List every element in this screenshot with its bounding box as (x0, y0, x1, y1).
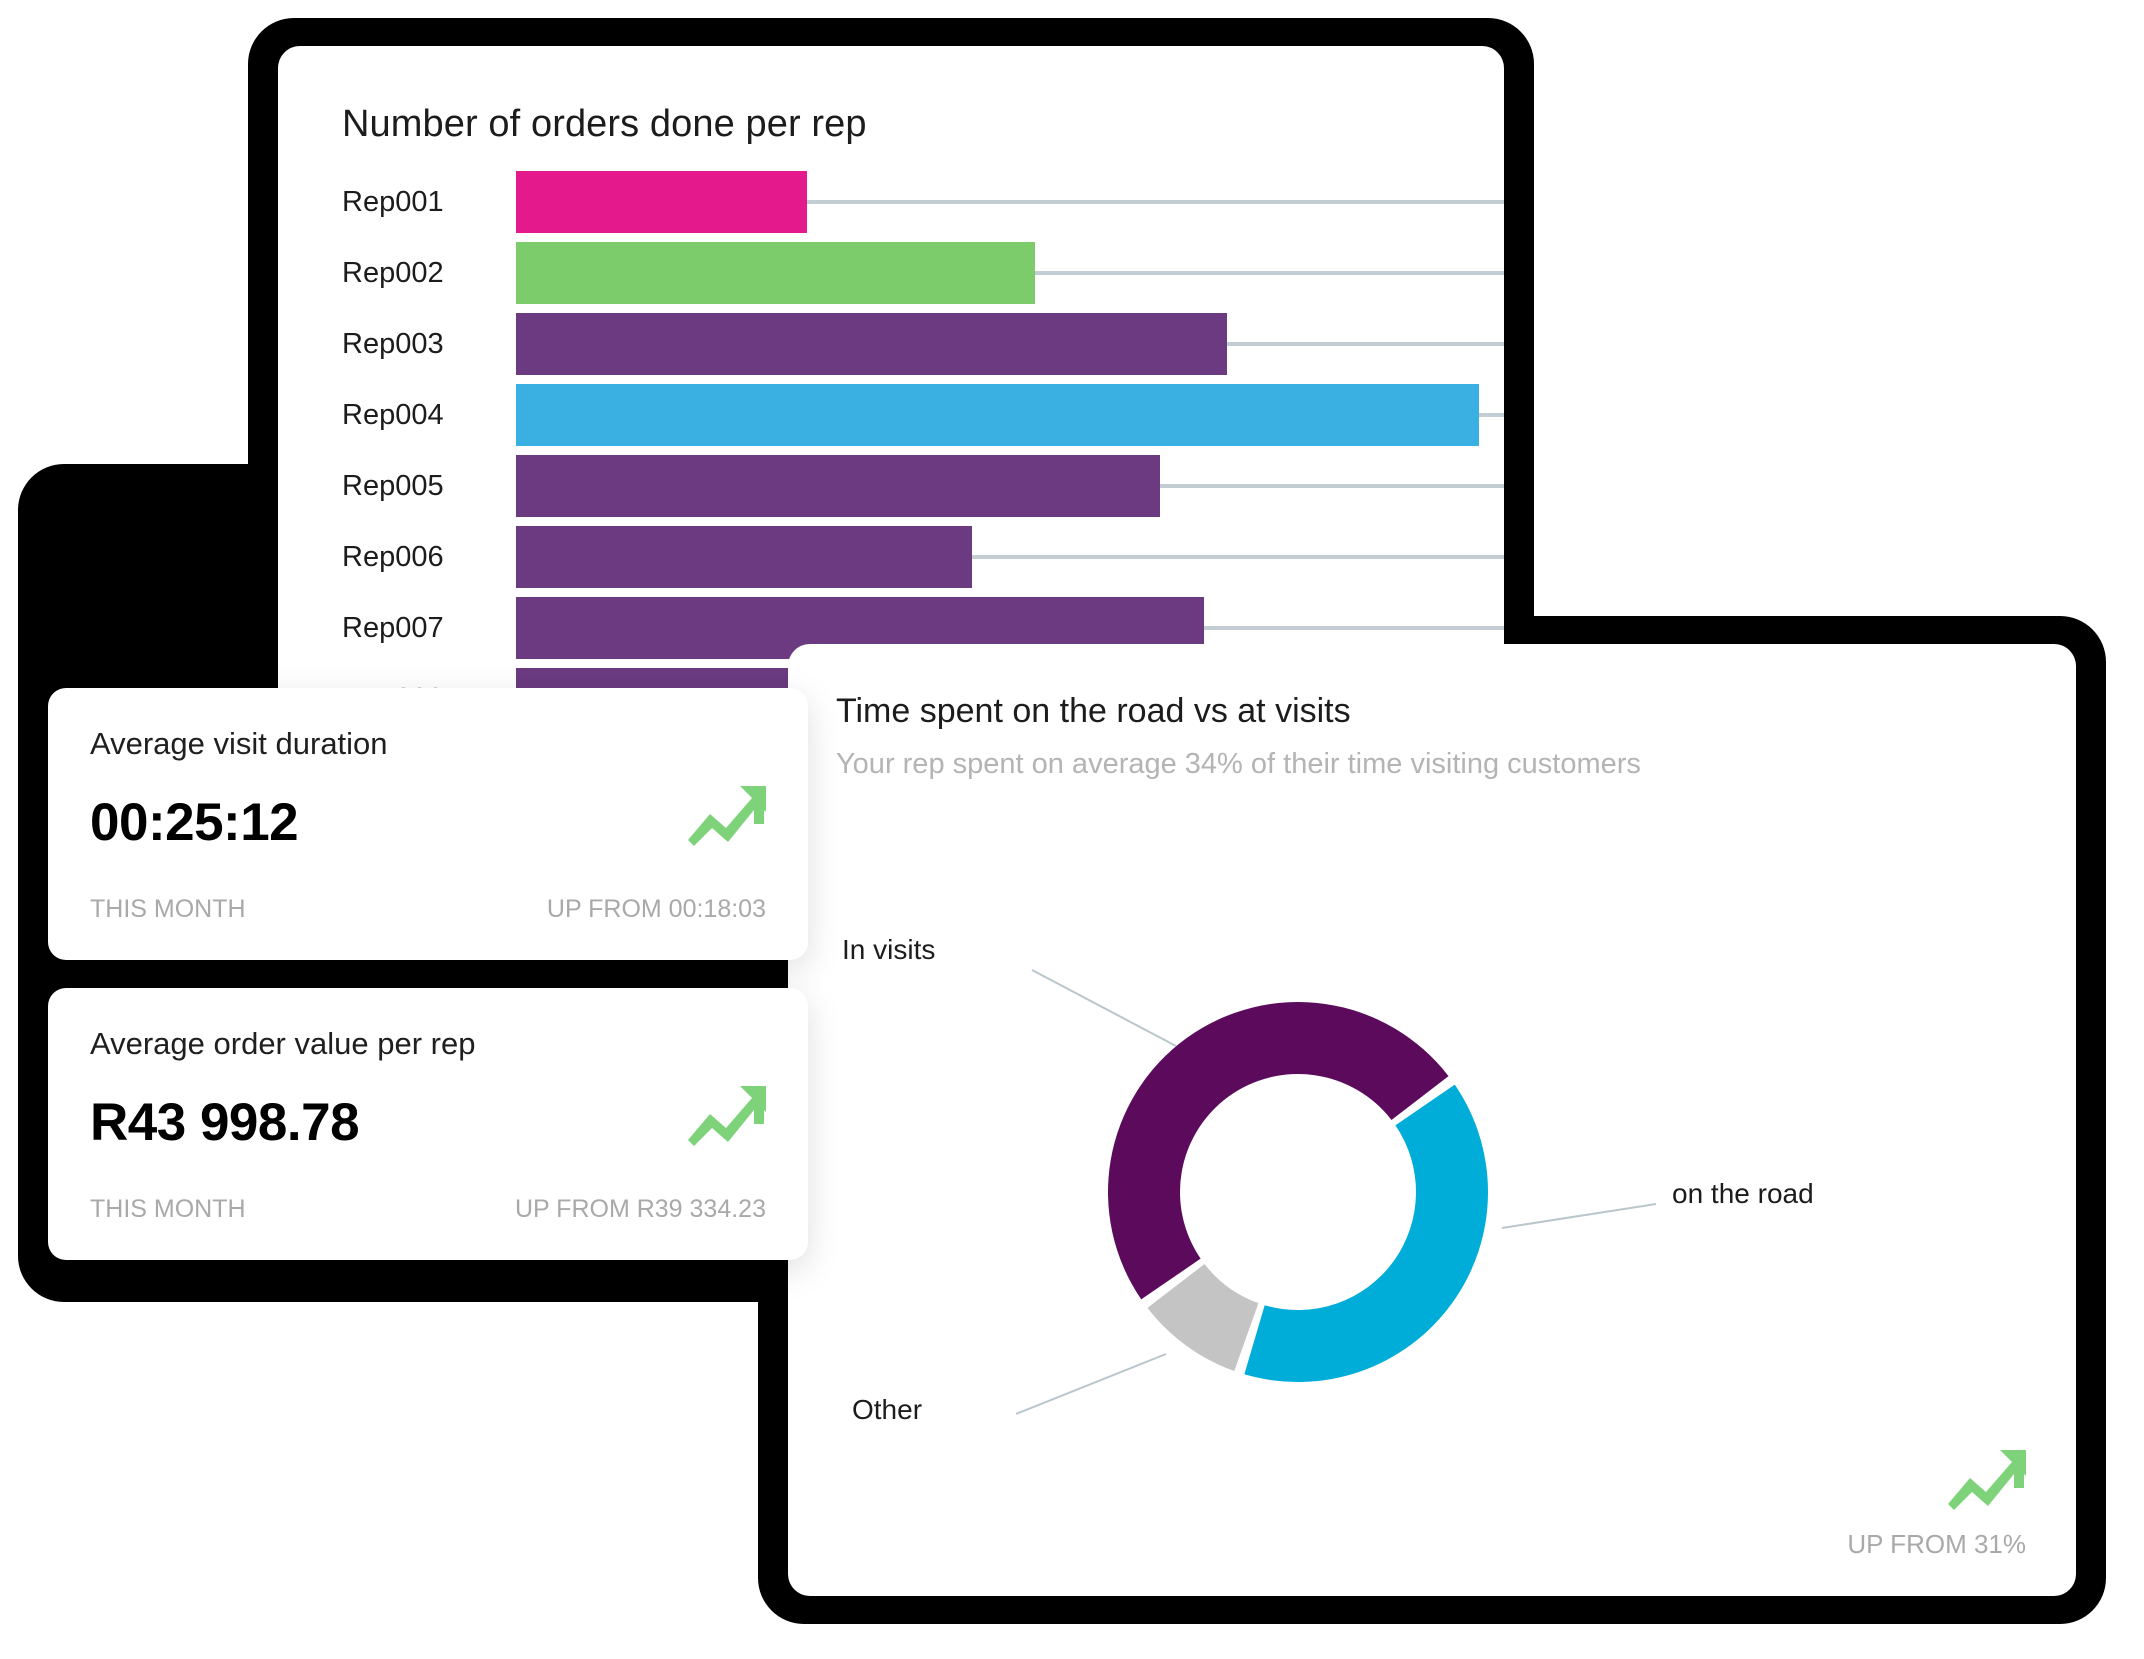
donut-subtitle: Your rep spent on average 34% of their t… (836, 748, 1641, 780)
bar-category-label: Rep007 (342, 612, 444, 644)
bar-category-label: Rep001 (342, 186, 444, 218)
trend-up-icon (688, 784, 768, 846)
bar-rep002[interactable] (516, 242, 1035, 304)
donut-slice-in-visits[interactable] (1107, 1001, 1449, 1300)
kpi-card-average-visit-duration[interactable]: Average visit duration 00:25:12 THIS MON… (48, 688, 808, 960)
donut-leader-line (1015, 1353, 1167, 1415)
kpi-period: THIS MONTH (90, 1195, 246, 1223)
bar-plot-area: Rep001 Rep002 Rep003 Rep004 Rep005 Rep006 Rep0… (342, 171, 1504, 818)
donut-delta: UP FROM 31% (1847, 1529, 2026, 1559)
bar-category-label: Rep003 (342, 328, 444, 360)
bar-rep001[interactable] (516, 171, 807, 233)
trend-up-icon (688, 1084, 768, 1146)
donut-slice-other[interactable] (1147, 1263, 1259, 1371)
bar-row: Rep002 (342, 242, 1504, 304)
donut-leader-line (1501, 1203, 1657, 1229)
trend-up-icon (1948, 1448, 2028, 1510)
bar-row: Rep005 (342, 455, 1504, 517)
bar-rep006[interactable] (516, 526, 972, 588)
bar-row: Rep004 (342, 384, 1504, 446)
bar-category-label: Rep005 (342, 470, 444, 502)
kpi-delta: UP FROM 00:18:03 (546, 895, 766, 923)
bar-rep004[interactable] (516, 384, 1479, 446)
bar-track (516, 555, 1504, 559)
bar-rep005[interactable] (516, 455, 1161, 517)
donut-svg (1015, 969, 1657, 1415)
kpi-value: R43 998.78 (90, 1093, 360, 1152)
bar-category-label: Rep002 (342, 257, 444, 289)
time-spent-card: Time spent on the road vs at visits Your… (788, 644, 2076, 1596)
donut-label-in-visits: In visits (842, 934, 936, 965)
kpi-card-average-order-value[interactable]: Average order value per rep R43 998.78 T… (48, 988, 808, 1260)
kpi-value: 00:25:12 (90, 793, 299, 852)
kpi-period: THIS MONTH (90, 895, 246, 923)
donut-leader-line (1031, 969, 1177, 1047)
bar-category-label: Rep004 (342, 399, 444, 431)
bar-rep003[interactable] (516, 313, 1228, 375)
donut-chart-screen: Time spent on the road vs at visits Your… (788, 644, 2076, 1596)
donut-slice-on-the-road[interactable] (1244, 1084, 1488, 1382)
kpi-delta: UP FROM R39 334.23 (514, 1195, 766, 1223)
donut-graphic: In visits on the road Other (836, 794, 2026, 1554)
bar-category-label: Rep006 (342, 541, 444, 573)
chart-title: Number of orders done per rep (342, 103, 867, 145)
bar-track (516, 200, 1504, 204)
donut-title: Time spent on the road vs at visits (836, 692, 1351, 730)
bar-row: Rep003 (342, 313, 1504, 375)
kpi-title: Average order value per rep (90, 1026, 476, 1061)
kpi-title: Average visit duration (90, 726, 388, 761)
donut-label-on-the-road: on the road (1672, 1178, 1814, 1209)
donut-label-other: Other (852, 1394, 923, 1425)
bar-row: Rep001 (342, 171, 1504, 233)
orders-per-rep-chart: Number of orders done per rep Rep001 Rep0… (278, 46, 1504, 818)
bar-row: Rep006 (342, 526, 1504, 588)
